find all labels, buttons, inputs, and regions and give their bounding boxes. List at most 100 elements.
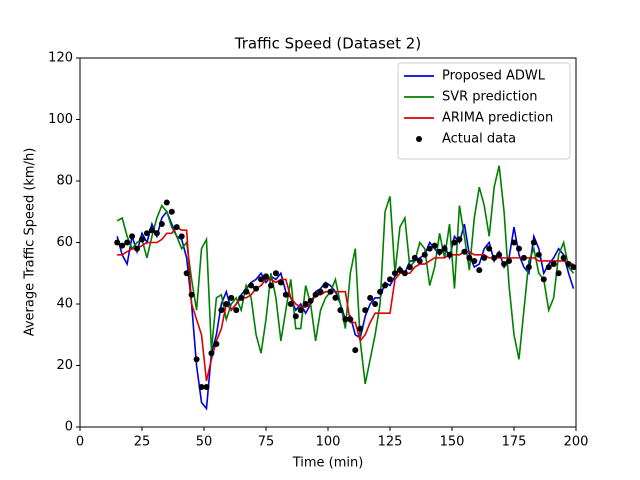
data-point bbox=[287, 301, 294, 307]
data-point bbox=[515, 245, 522, 252]
data-point bbox=[471, 257, 478, 264]
data-point bbox=[129, 233, 136, 240]
x-tick-label: 0 bbox=[76, 435, 84, 450]
data-point bbox=[466, 254, 473, 261]
data-point bbox=[322, 282, 329, 289]
data-point bbox=[342, 316, 349, 323]
x-tick-label: 175 bbox=[502, 435, 527, 450]
legend-box bbox=[397, 62, 571, 160]
data-point bbox=[387, 276, 393, 283]
data-point bbox=[297, 307, 304, 314]
data-point bbox=[377, 288, 384, 295]
data-point bbox=[124, 239, 131, 246]
data-point bbox=[213, 340, 220, 347]
data-point bbox=[292, 313, 299, 320]
data-point bbox=[302, 301, 309, 307]
data-point bbox=[357, 325, 364, 332]
series-line bbox=[116, 165, 575, 385]
data-point bbox=[382, 282, 389, 289]
data-point bbox=[461, 248, 468, 255]
x-tick-label: 100 bbox=[316, 435, 341, 450]
legend-label: Actual data bbox=[442, 132, 516, 147]
data-point bbox=[525, 264, 532, 271]
chart-title: Traffic Speed (Dataset 2) bbox=[234, 35, 421, 53]
x-axis-label: Time (min) bbox=[292, 456, 364, 471]
data-point bbox=[501, 261, 508, 268]
data-point bbox=[163, 199, 170, 206]
data-point bbox=[233, 307, 240, 314]
data-point bbox=[198, 384, 205, 391]
data-point bbox=[153, 230, 160, 237]
y-tick-label: 100 bbox=[48, 112, 73, 127]
data-point bbox=[258, 276, 265, 283]
data-point bbox=[228, 294, 235, 301]
data-point bbox=[332, 294, 339, 301]
data-point bbox=[267, 282, 274, 289]
data-point bbox=[560, 254, 567, 261]
data-point bbox=[337, 307, 344, 314]
data-point bbox=[396, 267, 403, 274]
data-point bbox=[416, 257, 423, 264]
data-point bbox=[545, 264, 552, 271]
x-tick-label: 125 bbox=[378, 435, 403, 450]
x-tick-label: 25 bbox=[134, 435, 151, 450]
y-tick-label: 80 bbox=[56, 174, 73, 189]
data-point bbox=[441, 245, 448, 252]
data-point bbox=[238, 294, 245, 301]
data-point bbox=[134, 245, 141, 252]
data-point bbox=[173, 224, 180, 231]
data-point bbox=[451, 239, 458, 246]
x-tick-label: 200 bbox=[564, 435, 589, 450]
data-point bbox=[263, 273, 269, 280]
data-point bbox=[476, 267, 483, 274]
data-point bbox=[511, 239, 517, 246]
data-point bbox=[372, 301, 379, 307]
data-point bbox=[193, 356, 200, 363]
x-tick-label: 75 bbox=[258, 435, 275, 450]
data-point bbox=[481, 254, 488, 261]
plot-frame bbox=[79, 57, 577, 428]
data-point bbox=[426, 245, 433, 252]
data-point bbox=[208, 350, 215, 357]
data-point bbox=[148, 227, 155, 234]
data-point bbox=[520, 254, 527, 261]
data-point bbox=[272, 270, 279, 277]
data-point bbox=[307, 297, 314, 304]
data-point bbox=[446, 251, 453, 258]
data-point bbox=[253, 285, 260, 292]
legend-label: Proposed ADWL bbox=[442, 69, 546, 84]
data-point bbox=[347, 316, 354, 323]
data-point bbox=[421, 251, 428, 258]
series-line bbox=[117, 226, 574, 382]
data-point bbox=[555, 270, 562, 277]
y-tick-label: 40 bbox=[56, 297, 73, 312]
data-point bbox=[530, 239, 537, 246]
data-point bbox=[431, 242, 438, 249]
data-point bbox=[367, 294, 374, 301]
data-point bbox=[486, 245, 493, 252]
data-point bbox=[491, 254, 498, 261]
plot-area bbox=[114, 165, 576, 411]
data-point bbox=[456, 236, 463, 243]
data-point bbox=[183, 270, 190, 277]
y-tick-label: 120 bbox=[48, 51, 73, 66]
data-point bbox=[406, 264, 413, 271]
data-point bbox=[243, 288, 250, 295]
legend-marker bbox=[416, 136, 422, 142]
y-tick-label: 20 bbox=[56, 358, 73, 373]
data-point bbox=[565, 261, 572, 268]
data-point bbox=[570, 264, 576, 271]
data-point bbox=[550, 261, 557, 268]
data-point bbox=[158, 221, 165, 228]
data-point bbox=[168, 208, 175, 215]
data-point bbox=[178, 233, 185, 240]
data-point bbox=[119, 242, 126, 249]
data-point bbox=[218, 307, 225, 314]
data-point bbox=[411, 254, 418, 261]
y-tick-label: 60 bbox=[56, 235, 73, 250]
data-point bbox=[362, 307, 369, 314]
data-point bbox=[139, 236, 145, 243]
data-point bbox=[506, 257, 513, 264]
data-point bbox=[391, 270, 398, 277]
data-point bbox=[327, 288, 334, 295]
